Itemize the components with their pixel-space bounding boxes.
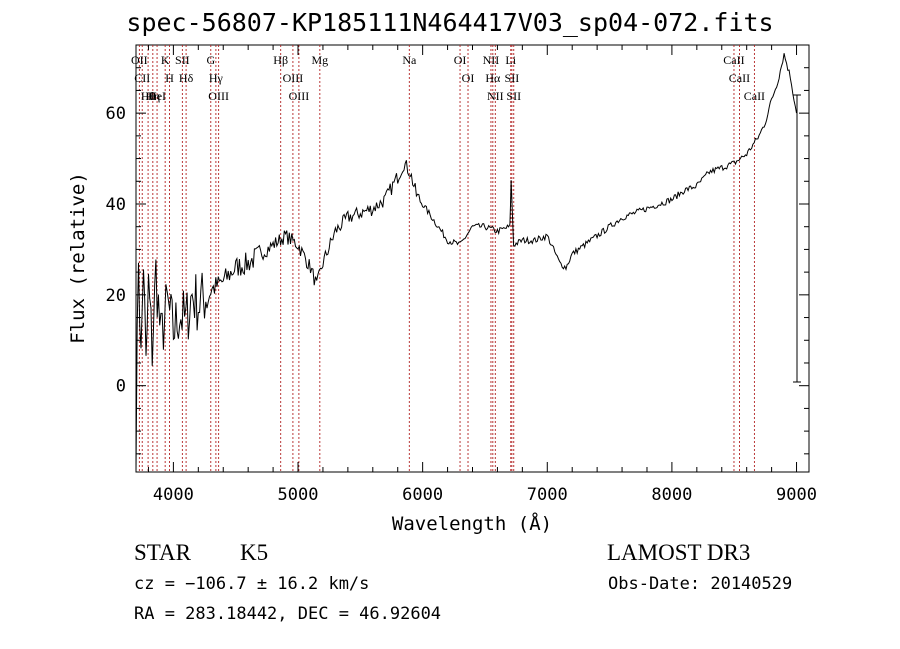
line-label: SII <box>505 71 520 85</box>
line-label: Hη <box>145 89 160 103</box>
cz-label: cz = −106.7 ± 16.2 km/s <box>134 574 370 594</box>
x-tick-label: 4000 <box>153 485 194 505</box>
line-label: HeI <box>148 89 166 103</box>
line-label: Hδ <box>179 71 194 85</box>
y-axis-label: Flux (relative) <box>67 172 89 344</box>
line-label: SII <box>175 53 190 67</box>
line-label: OIII <box>208 89 229 103</box>
line-label: Hγ <box>209 71 224 85</box>
line-label: OIII <box>283 71 304 85</box>
line-label: SII <box>506 89 521 103</box>
obs-date-label: Obs-Date: 20140529 <box>608 574 793 594</box>
line-label: CaII <box>744 89 765 103</box>
line-label: Hθ <box>141 89 156 103</box>
line-label: CaII <box>729 71 750 85</box>
line-label: OI <box>462 71 475 85</box>
spectrum-line <box>135 53 797 473</box>
line-label: Li <box>505 53 516 67</box>
line-label: G <box>206 53 215 67</box>
line-label: NII <box>487 89 504 103</box>
line-label: OI <box>454 53 467 67</box>
line-label: CII <box>134 71 150 85</box>
line-label: NII <box>483 53 500 67</box>
line-label: Hβ <box>273 53 288 67</box>
line-label: CaII <box>723 53 744 67</box>
line-label: Mg <box>311 53 328 67</box>
line-label: OII <box>131 53 148 67</box>
y-tick-label: 40 <box>106 195 126 215</box>
y-tick-label: 60 <box>106 104 126 124</box>
x-tick-label: 6000 <box>402 485 443 505</box>
chart-title: spec-56807-KP185111N464417V03_sp04-072.f… <box>126 8 774 37</box>
line-label: K <box>161 53 170 67</box>
x-tick-label: 8000 <box>651 485 692 505</box>
x-tick-label: 5000 <box>278 485 319 505</box>
line-label: H <box>165 71 174 85</box>
y-tick-label: 0 <box>116 377 126 397</box>
x-axis-label: Wavelength (Å) <box>392 512 552 535</box>
coords-label: RA = 283.18442, DEC = 46.92604 <box>134 604 442 624</box>
class-label: STAR <box>134 540 191 565</box>
x-tick-label: 9000 <box>776 485 817 505</box>
survey-label: LAMOST DR3 <box>607 540 751 565</box>
x-tick-label: 7000 <box>527 485 568 505</box>
subclass-label: K5 <box>240 540 269 565</box>
y-tick-label: 20 <box>106 286 126 306</box>
line-label: Na <box>402 53 417 67</box>
line-label: Hα <box>485 71 501 85</box>
line-label: OIII <box>289 89 310 103</box>
